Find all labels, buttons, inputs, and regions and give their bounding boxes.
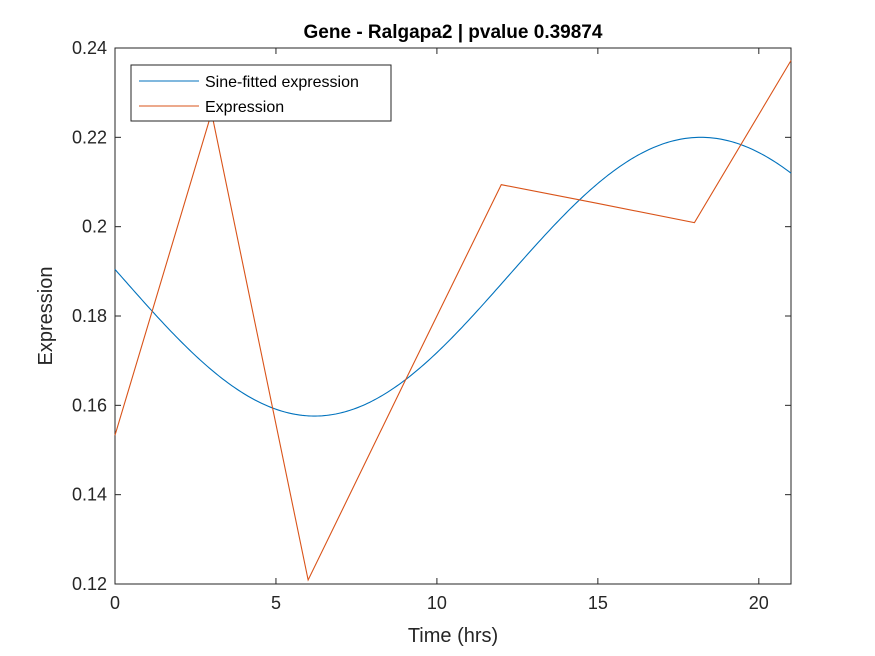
series-line-expression (114, 60, 792, 582)
x-axis-label: Time (hrs) (408, 625, 498, 647)
y-tick-label: 0.16 (72, 395, 107, 415)
series-line-sine-fitted-expression (114, 136, 792, 417)
y-axis-label: Expression (35, 267, 57, 366)
x-tick-label: 0 (110, 593, 120, 613)
y-tick-label: 0.24 (72, 38, 107, 58)
legend-label: Sine-fitted expression (205, 74, 359, 91)
x-tick-label: 10 (427, 593, 447, 613)
chart-title: Gene - Ralgapa2 | pvalue 0.39874 (304, 22, 603, 43)
y-tick-label: 0.18 (72, 306, 107, 326)
y-tick-label: 0.22 (72, 127, 107, 147)
legend-label: Expression (205, 99, 284, 116)
y-tick-label: 0.14 (72, 485, 107, 505)
y-tick-label: 0.2 (82, 217, 107, 237)
y-tick-label: 0.12 (72, 574, 107, 594)
legend-box (130, 64, 392, 122)
axes-box (114, 47, 792, 585)
x-tick-label: 20 (749, 593, 769, 613)
x-tick-label: 5 (271, 593, 281, 613)
plot-area: 0 5 10 15 20 0.12 0.14 0.16 0.18 0.2 0.22 0.24 Sine-… (72, 38, 792, 613)
x-tick-label: 15 (588, 593, 608, 613)
